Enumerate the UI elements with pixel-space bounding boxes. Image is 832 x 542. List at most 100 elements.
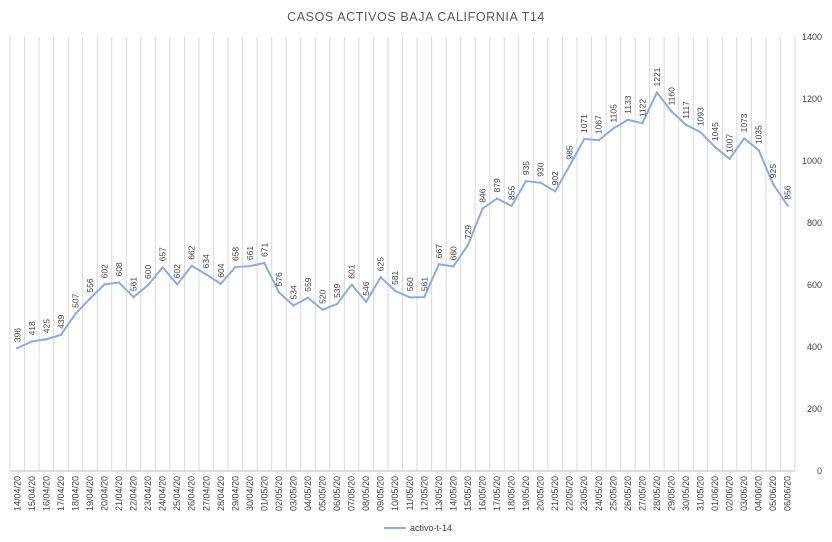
x-tick-label: 04/06/20 [754,476,764,511]
x-tick-label: 25/04/20 [172,476,182,511]
x-tick-label: 11/05/20 [405,476,415,510]
data-point [626,118,630,121]
data-label: 657 [158,247,168,261]
data-point [742,137,746,140]
data-point [771,183,775,186]
data-label: 581 [390,270,400,284]
data-label: 1221 [652,67,662,86]
data-point [466,243,470,247]
data-label: 507 [70,293,80,307]
x-tick-label: 02/05/20 [274,476,284,511]
data-point [553,190,557,193]
data-point [437,263,441,266]
x-tick-label: 15/04/20 [27,476,37,511]
x-tick-label: 13/05/20 [434,476,444,511]
x-tick-label: 26/04/20 [187,476,197,511]
x-axis-tick-labels: 14/04/20 15/04/20 16/04/20 17/04/20 18/04/20… [12,476,792,511]
data-label: 1035 [754,125,764,144]
data-point [205,273,208,276]
data-label: 604 [216,263,226,277]
data-point [16,347,19,350]
x-tick-label: 24/04/20 [158,476,168,511]
x-tick-label: 27/04/20 [201,476,211,511]
x-tick-label: 25/05/20 [608,476,618,511]
data-point [568,164,571,167]
x-tick-label: 29/04/20 [230,476,240,511]
data-point [510,204,513,208]
data-point [277,291,281,294]
data-point [786,204,789,207]
data-label: 560 [405,277,415,291]
x-tick-label: 15/05/20 [463,476,473,511]
data-label: 925 [768,164,778,178]
data-label: 671 [259,243,269,257]
data-point [161,266,164,269]
x-tick-label: 01/05/20 [259,476,269,511]
data-point [350,283,353,286]
x-tick-label: 03/05/20 [288,476,298,511]
data-label: 439 [56,314,66,328]
data-labels: 396 418 425 439 507 556 602 608 561 600 657 602 662 6… [12,67,792,342]
data-point [132,295,135,299]
data-point [699,130,702,134]
y-axis-tick-labels: 0 200 400 600 800 1000 1200 1400 [802,32,822,476]
x-tick-label: 08/05/20 [361,476,371,511]
x-tick-label: 24/05/20 [594,476,604,511]
x-tick-label: 26/05/20 [623,476,633,511]
chart-title: CASOS ACTIVOS BAJA CALIFORNIA T14 [287,10,545,24]
data-point [495,197,499,200]
y-tick-label: 600 [807,280,822,290]
data-label: 1007 [725,134,735,153]
data-label: 561 [419,277,429,291]
data-point [335,302,339,306]
data-point [190,264,193,267]
data-point [524,179,528,183]
y-tick-label: 800 [807,218,822,228]
data-point [219,282,222,285]
x-tick-label: 21/05/20 [550,476,560,511]
data-label: 661 [245,246,255,260]
data-point [684,123,688,126]
y-tick-label: 1200 [802,94,822,104]
data-point [597,139,600,142]
data-point [321,308,324,311]
data-point [612,127,615,130]
data-label: 729 [463,225,473,239]
data-points [16,91,789,350]
data-point [655,91,659,94]
x-tick-label: 16/04/20 [41,476,51,511]
data-label: 1117 [681,101,691,119]
data-point [481,207,484,210]
data-point [670,110,673,113]
data-label: 660 [448,246,458,260]
data-label: 855 [507,185,517,199]
x-tick-label: 19/04/20 [85,476,95,511]
x-tick-label: 29/05/20 [666,476,676,511]
data-point [88,297,92,300]
data-label: 1160 [666,87,676,106]
data-label: 625 [376,257,386,271]
data-label: 1133 [623,95,633,114]
data-label: 930 [536,162,546,176]
data-label: 1067 [594,115,604,134]
x-tick-label: 28/05/20 [652,476,662,511]
x-tick-label: 27/05/20 [637,476,647,511]
data-label: 520 [318,289,328,303]
data-point [757,148,760,152]
data-label: 396 [12,328,22,342]
data-point [452,265,455,268]
data-point [234,265,237,269]
x-tick-label: 23/05/20 [579,476,589,511]
data-label: 539 [332,283,342,297]
data-label: 602 [99,264,109,278]
x-tick-label: 23/04/20 [143,476,153,511]
data-label: 662 [187,245,197,259]
data-label: 546 [361,281,371,295]
x-tick-label: 18/05/20 [507,476,517,511]
x-tick-label: 12/05/20 [419,476,429,511]
data-point [423,295,426,299]
x-tick-label: 17/05/20 [492,476,502,511]
x-tick-label: 17/04/20 [56,476,66,511]
vertical-gridlines [9,37,796,471]
